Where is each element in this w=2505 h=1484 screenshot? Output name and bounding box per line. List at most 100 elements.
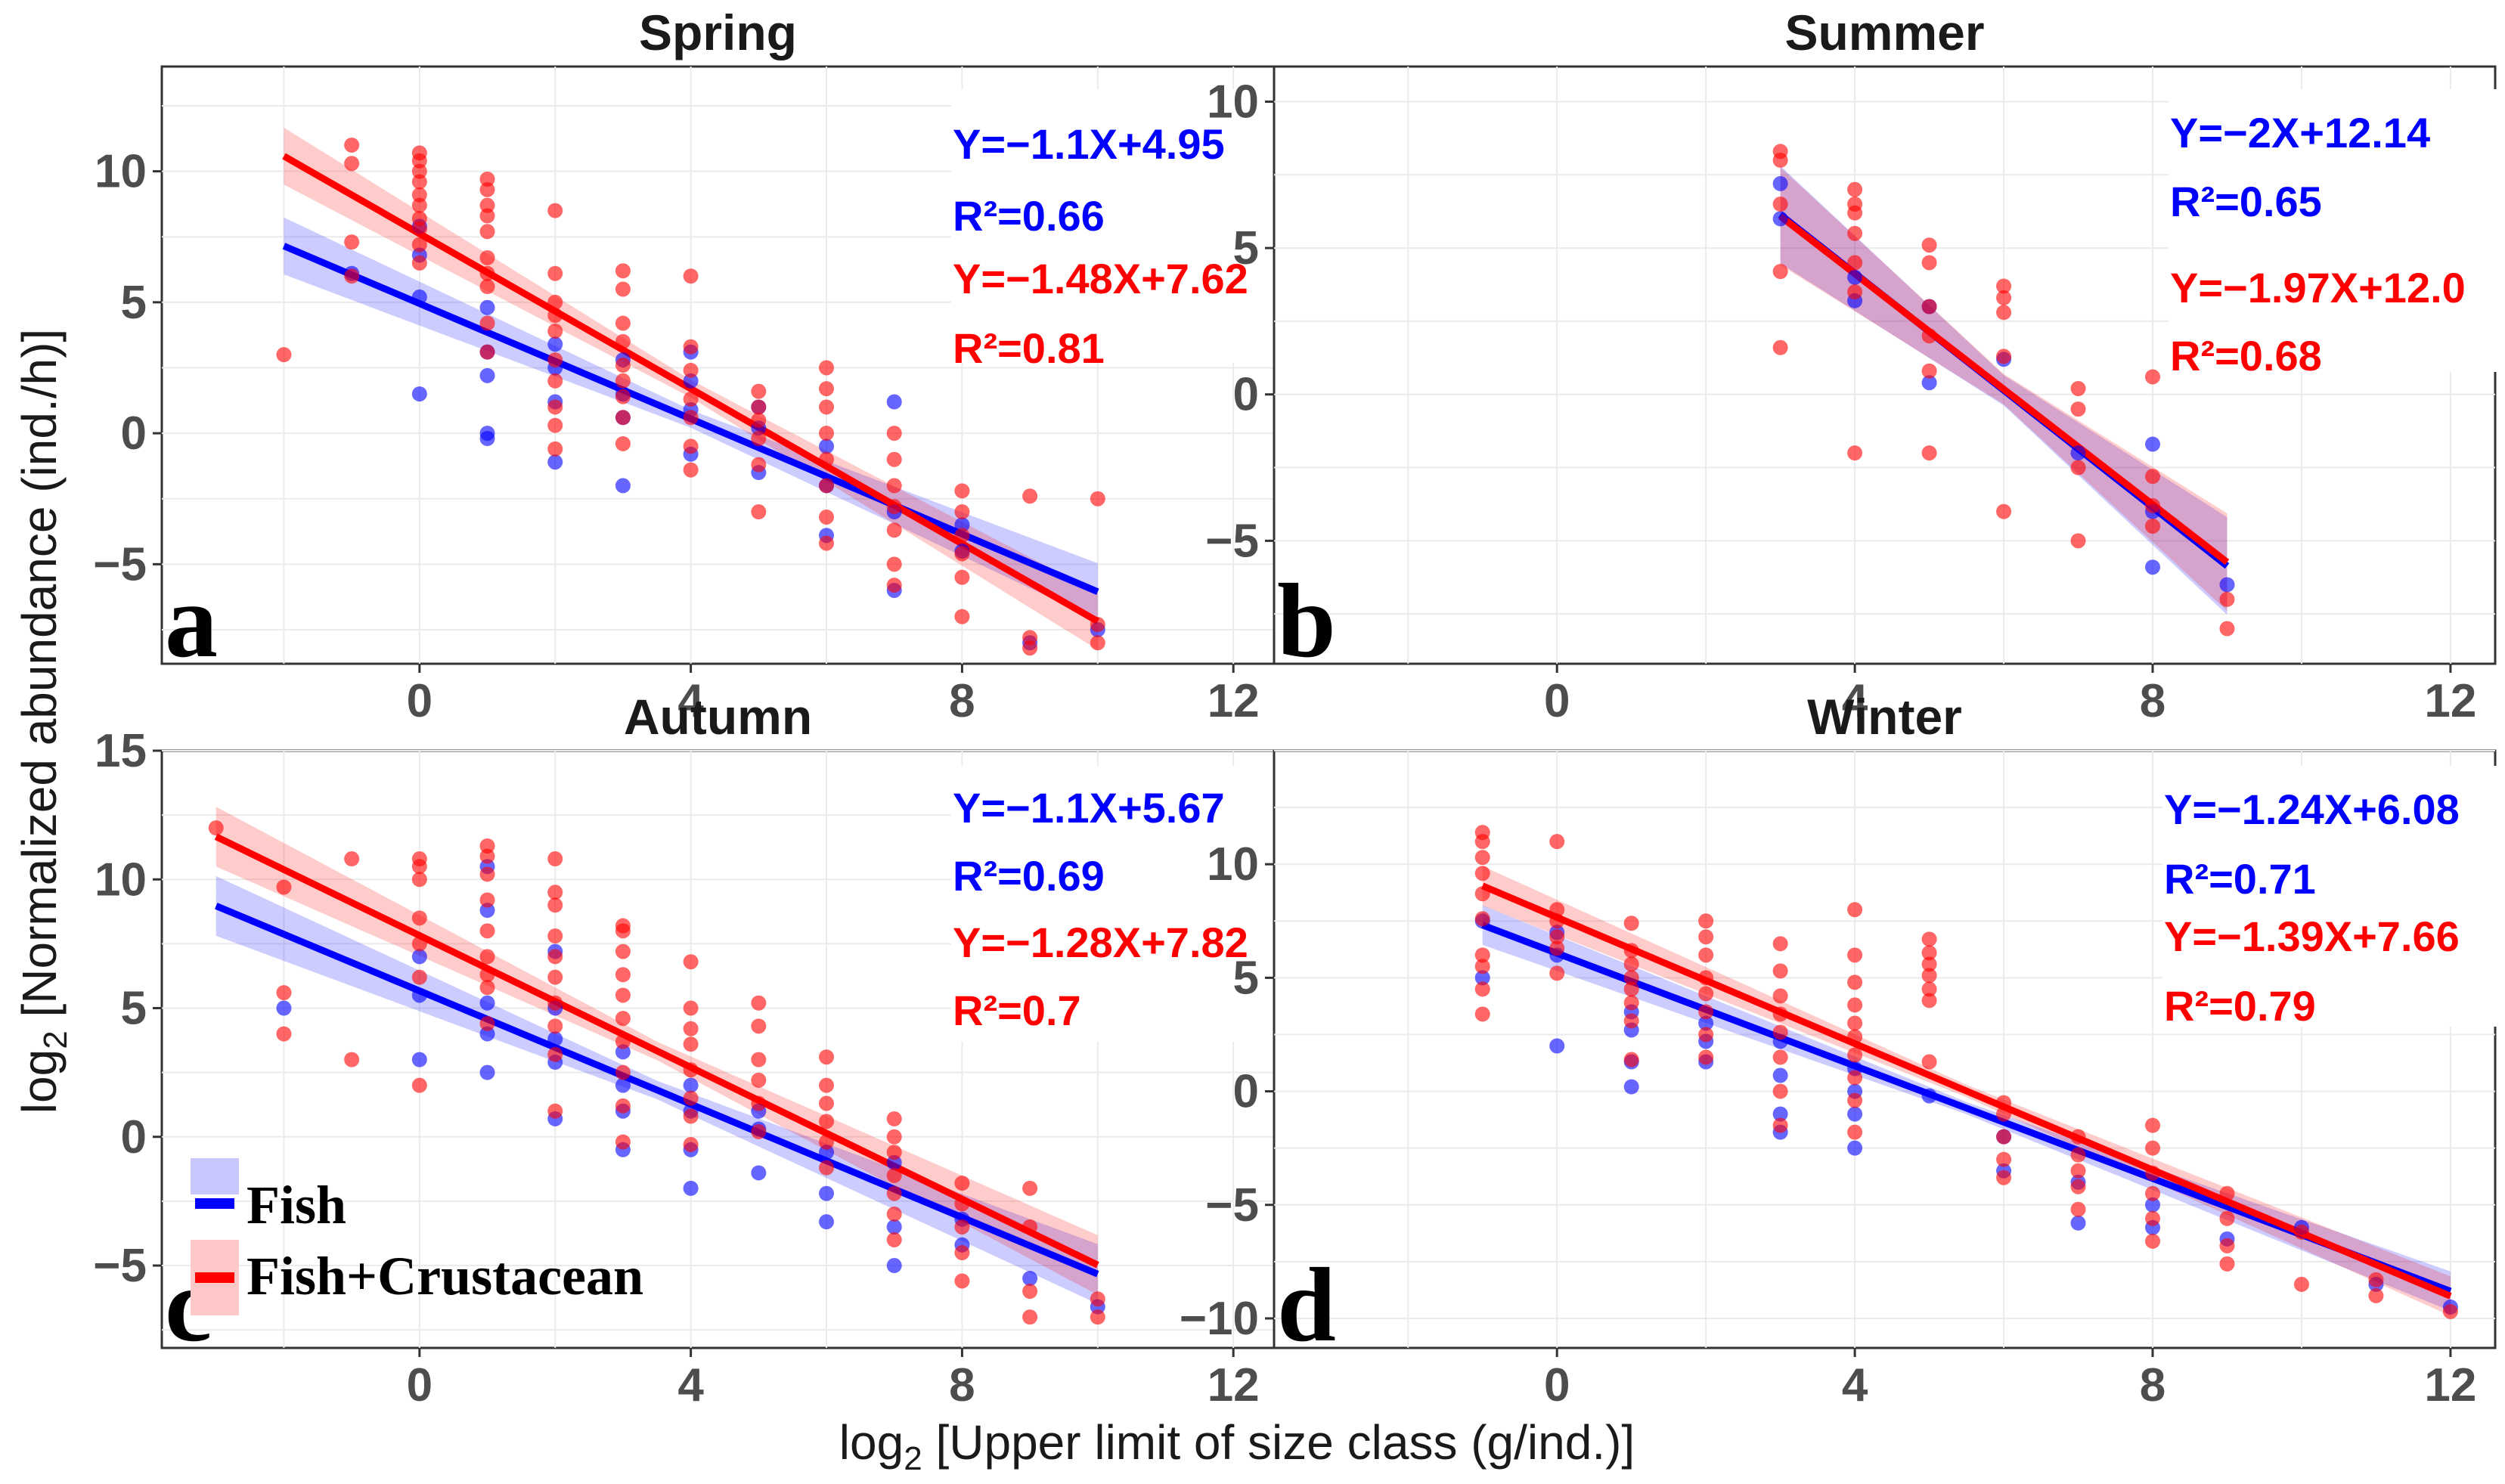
data-point-fish-crustacean (886, 1111, 902, 1126)
fit-line-fish (215, 903, 1099, 1278)
equation-text: R²=0.7 (953, 987, 1081, 1034)
data-point-fish-crustacean (1022, 1180, 1038, 1196)
data-point-fish-crustacean (479, 197, 495, 213)
data-point-fish-crustacean (886, 1185, 902, 1201)
equation-text: Y=−1.97X+12.0 (2170, 264, 2466, 311)
data-point-fish-crustacean (2219, 621, 2235, 637)
data-point-fish-crustacean (2070, 1163, 2086, 1179)
data-point-fish-crustacean (1996, 290, 2012, 305)
data-point-fish-crustacean (2145, 497, 2161, 513)
y-tick-label: 5 (1233, 952, 1259, 1004)
data-point-fish-crustacean (1772, 1117, 1788, 1133)
data-point-fish-crustacean (1474, 959, 1490, 974)
equation-text: Y=−1.1X+5.67 (953, 784, 1225, 832)
data-point-fish-crustacean (1090, 491, 1105, 507)
data-point-fish-crustacean (1772, 1049, 1788, 1065)
data-point-fish-crustacean (1921, 255, 1937, 271)
data-point-fish-crustacean (1698, 1027, 1714, 1043)
data-point-fish-crustacean (683, 462, 699, 478)
data-point-fish-crustacean (547, 417, 563, 433)
data-point-fish (1772, 1106, 1788, 1122)
data-point-fish-crustacean (819, 1134, 835, 1150)
data-point-fish-crustacean (1022, 1219, 1038, 1235)
x-tick-label: 12 (2424, 1359, 2476, 1411)
data-point-fish-crustacean (1549, 834, 1565, 850)
data-point-fish-crustacean (479, 171, 495, 187)
data-point-fish-crustacean (547, 308, 563, 324)
data-point-fish (2070, 445, 2086, 461)
data-point-fish-crustacean (479, 980, 495, 996)
data-point-fish (954, 517, 970, 533)
data-point-fish-crustacean (1623, 1013, 1639, 1029)
data-point-fish (547, 336, 563, 352)
data-point-fish-crustacean (751, 1018, 767, 1034)
data-point-fish-crustacean (547, 885, 563, 900)
x-tick-label: 0 (1544, 1359, 1570, 1411)
data-point-fish (2145, 436, 2161, 452)
data-point-fish-crustacean (1090, 1309, 1105, 1325)
data-point-fish-crustacean (1090, 617, 1105, 633)
data-point-fish (479, 367, 495, 383)
data-point-fish-crustacean (1996, 349, 2012, 364)
data-point-fish-crustacean (2145, 1117, 2161, 1133)
data-point-fish-crustacean (411, 1077, 427, 1093)
data-point-fish-crustacean (615, 263, 631, 279)
data-point-fish-crustacean (751, 431, 767, 447)
data-point-fish (886, 1219, 902, 1235)
data-point-fish (1772, 211, 1788, 227)
data-point-fish-crustacean (479, 838, 495, 854)
panel-summer: 0 4 8 12 −5 0 5 10 Y=−2X+12.14 R²=0.65 Y=−1.97X+12… (1205, 5, 2505, 727)
data-point-fish-crustacean (1623, 970, 1639, 986)
x-tick-label: 4 (1842, 675, 1868, 727)
data-point-fish-crustacean (2145, 518, 2161, 534)
data-point-fish (2145, 1197, 2161, 1213)
data-point-fish-crustacean (615, 358, 631, 373)
data-point-fish (411, 1052, 427, 1067)
data-point-fish-crustacean (954, 569, 970, 585)
data-point-fish-crustacean (276, 347, 292, 363)
data-point-fish-crustacean (2145, 1210, 2161, 1226)
equation-box (2162, 766, 2505, 1027)
fit-line-fish-crustacean (1480, 882, 2452, 1300)
x-tick-label: 8 (2140, 675, 2166, 727)
y-tick-label: −5 (93, 1240, 147, 1292)
data-point-fish-crustacean (886, 1232, 902, 1247)
y-tick-label: −10 (1180, 1293, 1259, 1345)
data-point-fish-crustacean (1921, 931, 1937, 947)
data-point-fish-crustacean (1549, 902, 1565, 918)
data-point-fish-crustacean (751, 1052, 767, 1067)
data-point-fish-crustacean (1921, 945, 1937, 961)
data-point-fish (1022, 1271, 1038, 1287)
panel-letter: b (1277, 562, 1336, 680)
data-point-fish (751, 1165, 767, 1181)
data-point-fish-crustacean (819, 360, 835, 376)
data-point-fish-crustacean (615, 943, 631, 959)
data-point-fish (411, 386, 427, 402)
equation-text: R²=0.79 (2164, 982, 2316, 1030)
data-point-fish-crustacean (1623, 956, 1639, 972)
data-point-fish-crustacean (547, 294, 563, 310)
data-point-fish (1772, 1067, 1788, 1083)
data-point-fish (1847, 1140, 1863, 1156)
data-point-fish-crustacean (819, 399, 835, 415)
data-point-fish-crustacean (2442, 1303, 2458, 1319)
data-point-fish-crustacean (954, 483, 970, 499)
data-point-fish-crustacean (479, 208, 495, 224)
data-point-fish-crustacean (751, 457, 767, 472)
data-point-fish-crustacean (276, 985, 292, 1001)
data-point-fish-crustacean (615, 410, 631, 426)
data-point-fish (2219, 577, 2235, 593)
data-point-fish-crustacean (1921, 299, 1937, 314)
data-point-fish-crustacean (344, 1052, 360, 1067)
data-point-fish (1847, 1106, 1863, 1122)
data-point-fish-crustacean (547, 897, 563, 913)
data-point-fish-crustacean (1921, 445, 1937, 461)
data-point-fish-crustacean (683, 392, 699, 407)
x-tick-label: 0 (1544, 675, 1570, 727)
panel-title: Autumn (624, 689, 812, 745)
data-point-fish-crustacean (1474, 911, 1490, 927)
data-point-fish-crustacean (547, 995, 563, 1011)
data-point-fish (819, 1214, 835, 1230)
data-point-fish (1921, 1088, 1937, 1104)
x-tick-label: 12 (1208, 1359, 1260, 1411)
